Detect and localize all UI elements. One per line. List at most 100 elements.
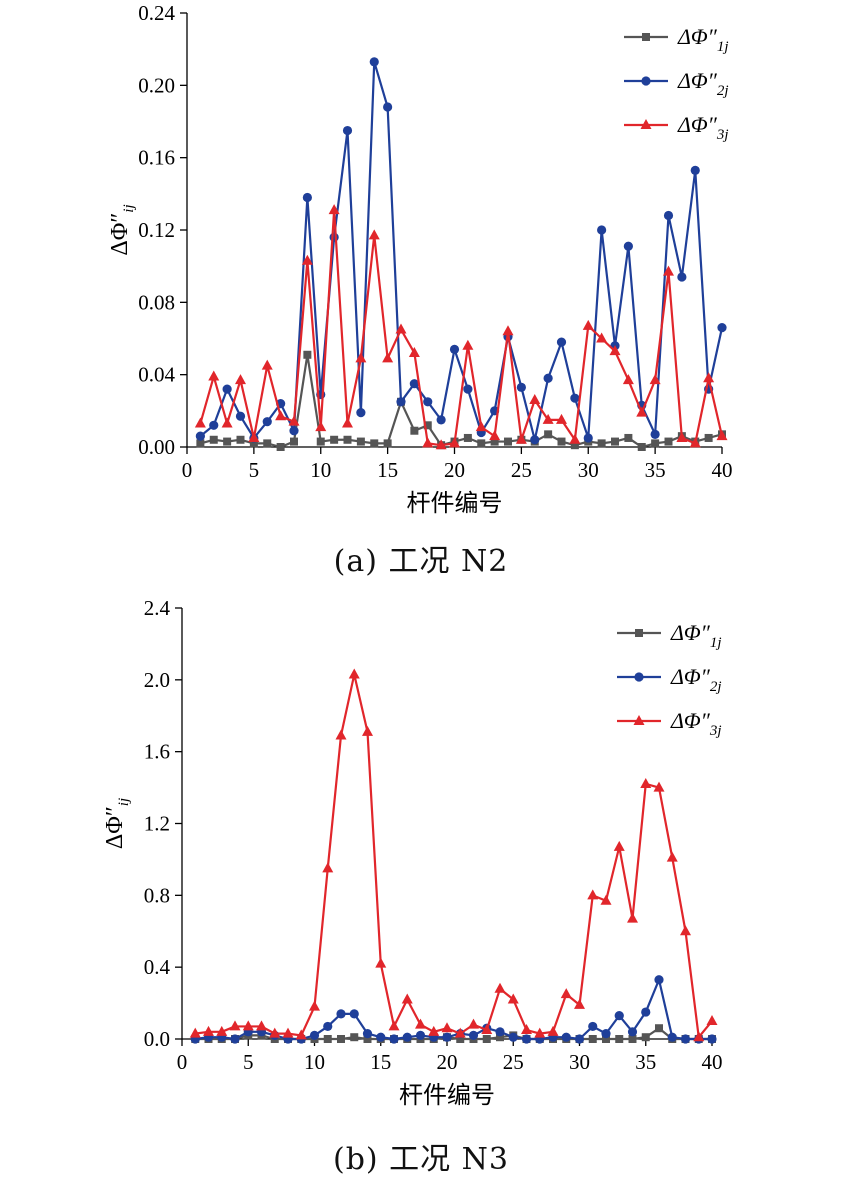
data-point — [570, 441, 579, 450]
data-point — [436, 415, 446, 425]
data-point — [363, 1035, 372, 1043]
series-line-1j — [195, 1027, 712, 1041]
data-point — [288, 415, 300, 426]
data-point — [622, 374, 634, 385]
data-point — [623, 241, 633, 251]
data-point — [521, 1024, 532, 1035]
data-point — [441, 1022, 453, 1033]
legend-item-1j: ΔΦ″1j — [624, 24, 729, 55]
data-point — [382, 352, 394, 363]
data-point — [547, 1025, 559, 1036]
data-point — [624, 433, 633, 442]
data-point — [410, 426, 419, 435]
data-point — [530, 435, 540, 445]
data-point — [544, 430, 553, 439]
x-tick-label: 0 — [182, 458, 193, 482]
data-point — [194, 417, 206, 428]
series-2j — [195, 57, 727, 445]
data-point — [249, 439, 258, 448]
x-tick-label: 0 — [177, 1050, 188, 1074]
data-point — [216, 1025, 228, 1036]
y-tick-label: 0.20 — [138, 73, 175, 97]
y-tick-label: 2.4 — [144, 596, 171, 620]
legend-item-2j: ΔΦ″2j — [624, 68, 729, 99]
data-point — [337, 1035, 345, 1043]
y-tick-label: 0.00 — [138, 435, 175, 459]
data-point — [707, 1034, 717, 1044]
series-line-2j — [195, 978, 712, 1041]
data-point — [628, 1035, 637, 1043]
legend-item-3j: ΔΦ″3j — [617, 708, 722, 739]
y-axis-label: ΔΦ″ij — [107, 204, 137, 255]
data-point — [574, 1034, 585, 1044]
data-point — [275, 410, 287, 421]
data-point — [389, 1034, 399, 1044]
data-point — [468, 1030, 479, 1041]
data-point — [456, 1035, 465, 1043]
legend-label: ΔΦ″3j — [677, 112, 729, 143]
series-line-1j — [200, 353, 723, 449]
legend-label-main: ΔΦ″ — [677, 24, 718, 49]
data-point — [653, 781, 665, 792]
x-tick-label: 40 — [702, 1050, 723, 1074]
chart-b: 0 5 10 15 20 25 30 35 40 0.0 0.4 0.8 1.2 1.6 2.0 2.4 杆件编… — [102, 596, 723, 1109]
data-point — [637, 443, 646, 451]
legend-label-main: ΔΦ″ — [670, 620, 711, 645]
x-axis-label: 杆件编号 — [399, 1082, 495, 1109]
data-point — [489, 430, 501, 441]
series-line-3j — [195, 673, 713, 1039]
data-point — [521, 1034, 532, 1044]
data-point — [561, 1032, 571, 1042]
data-point — [569, 433, 581, 444]
data-point — [640, 777, 652, 788]
data-point — [636, 406, 648, 417]
legend-label-sub: 2j — [717, 83, 729, 99]
data-point — [703, 372, 715, 383]
data-point — [348, 668, 360, 679]
data-point — [256, 1020, 267, 1031]
data-point — [717, 323, 727, 333]
data-point — [677, 272, 687, 282]
data-point — [350, 1033, 359, 1042]
series-3j — [194, 204, 728, 450]
caption-b: (b) 工况 N3 — [332, 1142, 510, 1177]
data-point — [680, 1034, 691, 1044]
data-point — [242, 1020, 254, 1031]
data-point — [504, 437, 512, 446]
x-tick-label: 5 — [249, 458, 260, 482]
y-tick-label: 0.0 — [144, 1027, 170, 1051]
data-point — [269, 1027, 281, 1038]
data-point — [262, 417, 272, 427]
data-point — [627, 912, 638, 923]
data-point — [651, 439, 660, 448]
data-point — [666, 851, 678, 862]
data-point — [195, 431, 205, 441]
y-axis-label-main: ΔΦ″ — [102, 806, 128, 849]
legend-item-2j: ΔΦ″2j — [617, 664, 722, 695]
data-point — [235, 374, 246, 385]
data-point — [401, 993, 413, 1004]
legend-item-1j: ΔΦ″1j — [617, 620, 722, 651]
data-point — [482, 1035, 491, 1043]
data-point — [654, 975, 664, 985]
y-tick-label: 0.08 — [138, 290, 175, 314]
data-point — [706, 1015, 718, 1026]
data-point — [641, 1007, 651, 1017]
data-point — [462, 339, 474, 350]
data-point — [355, 352, 367, 363]
data-point — [323, 1021, 333, 1032]
data-point — [309, 1030, 320, 1041]
data-point — [323, 1035, 332, 1043]
data-point — [574, 998, 585, 1009]
data-point — [336, 1009, 346, 1019]
data-point — [693, 1031, 705, 1042]
data-point — [463, 384, 473, 394]
data-point — [495, 1027, 505, 1037]
y-tick-label: 0.16 — [138, 146, 175, 170]
data-point — [602, 1035, 610, 1043]
data-point — [570, 393, 580, 403]
data-point — [316, 437, 325, 446]
data-point — [349, 1009, 359, 1019]
caption-a: (a) 工况 N2 — [333, 544, 509, 579]
data-point — [609, 345, 621, 356]
